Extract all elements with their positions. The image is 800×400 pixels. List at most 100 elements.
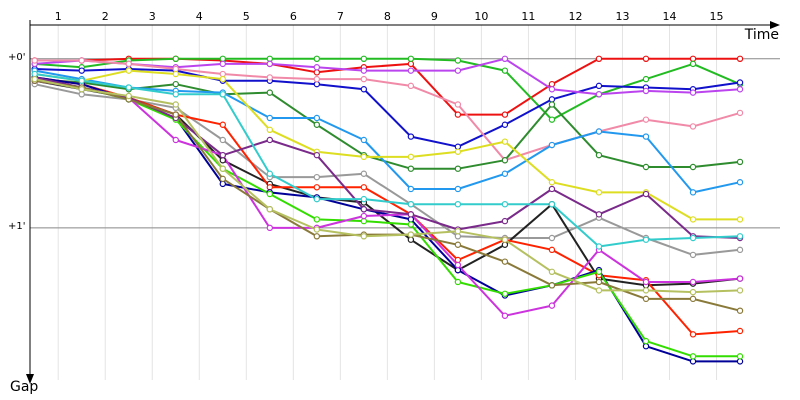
data-point [219, 55, 226, 63]
data-point [501, 312, 509, 319]
data-point [360, 75, 368, 83]
data-point [360, 86, 368, 93]
x-tick-label: 13 [615, 10, 629, 23]
data-point [501, 67, 509, 74]
data-point [266, 114, 274, 122]
data-point [219, 121, 226, 128]
data-point [266, 89, 274, 96]
data-point [360, 217, 368, 225]
data-point [689, 353, 697, 360]
y-tick-label: +0' [8, 52, 26, 63]
data-point [736, 79, 744, 86]
data-point [454, 57, 462, 64]
data-point [689, 288, 697, 296]
data-point [313, 233, 321, 240]
data-point [407, 231, 415, 238]
data-point [172, 80, 179, 88]
data-point [172, 136, 179, 144]
data-point [266, 126, 274, 134]
data-point [595, 55, 603, 63]
data-point [454, 241, 462, 248]
data-point [454, 165, 462, 172]
data-point [360, 67, 368, 74]
data-point [595, 189, 603, 196]
data-point [454, 228, 462, 235]
data-point [595, 243, 603, 250]
data-point [501, 111, 509, 118]
data-point [407, 55, 415, 63]
x-axis-arrow [770, 21, 780, 29]
data-point [219, 75, 226, 83]
data-point [548, 302, 556, 309]
series-line [34, 68, 741, 148]
data-point [642, 87, 650, 95]
data-point [736, 246, 744, 254]
data-point [736, 86, 744, 93]
data-point [454, 256, 462, 264]
data-point [689, 189, 697, 196]
data-point [266, 224, 274, 232]
data-point [548, 116, 556, 123]
data-point [78, 57, 85, 64]
data-point [548, 141, 556, 149]
data-point [125, 92, 132, 100]
data-point [689, 278, 697, 286]
data-point [407, 216, 415, 223]
data-point [219, 151, 226, 159]
data-point [407, 185, 415, 193]
x-tick-label: 1 [55, 10, 62, 23]
data-point [266, 74, 274, 81]
data-point [454, 200, 462, 208]
data-point [642, 287, 650, 294]
y-axis-title: Gap [10, 379, 38, 395]
data-point [689, 251, 697, 259]
data-point [219, 157, 226, 164]
series-line [34, 73, 741, 248]
x-tick-label: 2 [102, 10, 109, 23]
data-point [454, 148, 462, 155]
data-point [595, 211, 603, 218]
data-point [595, 287, 603, 294]
data-point [736, 216, 744, 223]
data-point [360, 55, 368, 63]
data-point [78, 91, 85, 98]
data-point [595, 268, 603, 276]
data-point [219, 70, 226, 78]
data-point [266, 55, 274, 63]
data-point [548, 234, 556, 242]
x-tick-label: 14 [662, 10, 676, 23]
data-point [31, 70, 38, 78]
data-point [313, 151, 321, 159]
data-point [407, 200, 415, 208]
data-point [454, 278, 462, 286]
data-point [407, 153, 415, 161]
data-point [548, 86, 556, 93]
data-point [548, 200, 556, 208]
data-point [266, 206, 274, 213]
data-point [219, 136, 226, 144]
data-point [548, 246, 556, 254]
data-point [313, 226, 321, 233]
data-point [454, 261, 462, 269]
data-point [548, 96, 556, 103]
data-point [642, 278, 650, 286]
data-point [689, 358, 697, 365]
x-tick-label: 10 [474, 10, 488, 23]
data-point [360, 195, 368, 203]
data-point [642, 116, 650, 123]
data-point [642, 236, 650, 243]
data-point [642, 295, 650, 303]
data-point [642, 133, 650, 140]
y-axis-arrow [26, 374, 34, 384]
data-point [689, 60, 697, 68]
data-point [407, 221, 415, 228]
data-point [78, 67, 85, 74]
data-point [642, 337, 650, 345]
data-point [360, 233, 368, 240]
data-point [266, 136, 274, 144]
data-point [736, 327, 744, 335]
x-tick-label: 5 [243, 10, 250, 23]
series-line [34, 69, 741, 194]
data-point [736, 287, 744, 294]
